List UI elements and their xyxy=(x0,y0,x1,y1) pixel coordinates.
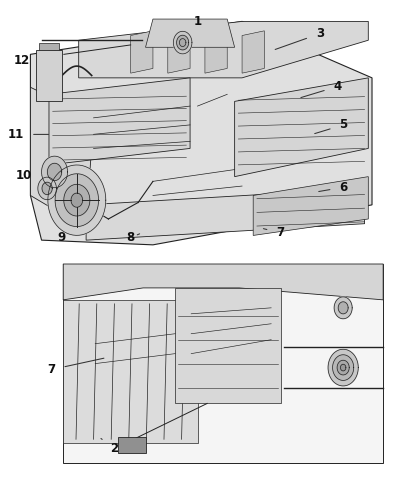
Circle shape xyxy=(48,165,106,235)
Circle shape xyxy=(173,31,192,54)
Text: 7: 7 xyxy=(47,358,104,376)
Circle shape xyxy=(41,156,68,188)
Polygon shape xyxy=(49,78,190,165)
Text: 3: 3 xyxy=(275,27,324,49)
Circle shape xyxy=(337,360,349,375)
Text: 2: 2 xyxy=(101,438,118,456)
Polygon shape xyxy=(79,22,368,78)
Text: 12: 12 xyxy=(13,53,58,67)
Circle shape xyxy=(64,184,90,216)
Polygon shape xyxy=(242,31,264,73)
Polygon shape xyxy=(131,31,153,73)
Polygon shape xyxy=(30,22,372,245)
Polygon shape xyxy=(63,264,383,463)
Text: 7: 7 xyxy=(263,226,284,240)
Circle shape xyxy=(338,302,348,314)
Circle shape xyxy=(47,163,62,180)
Polygon shape xyxy=(235,78,368,177)
Circle shape xyxy=(42,182,52,194)
Text: 10: 10 xyxy=(15,168,58,182)
Polygon shape xyxy=(145,19,235,48)
Polygon shape xyxy=(39,43,59,49)
Text: 8: 8 xyxy=(126,231,139,244)
Text: 6: 6 xyxy=(319,180,348,194)
Circle shape xyxy=(55,174,98,227)
Polygon shape xyxy=(30,87,94,228)
Circle shape xyxy=(177,35,189,50)
Text: 4: 4 xyxy=(301,80,342,97)
Polygon shape xyxy=(86,189,365,240)
Text: 5: 5 xyxy=(315,118,348,133)
Circle shape xyxy=(38,177,56,200)
Polygon shape xyxy=(118,437,147,453)
Circle shape xyxy=(328,349,358,386)
Polygon shape xyxy=(36,49,62,101)
Polygon shape xyxy=(205,31,227,73)
Polygon shape xyxy=(63,300,198,444)
Polygon shape xyxy=(168,31,190,73)
Text: 1: 1 xyxy=(187,15,201,41)
Text: 9: 9 xyxy=(57,231,80,244)
Polygon shape xyxy=(63,264,383,300)
Circle shape xyxy=(340,364,346,371)
Circle shape xyxy=(179,38,186,47)
Text: 11: 11 xyxy=(8,128,49,141)
Circle shape xyxy=(334,297,352,319)
Circle shape xyxy=(333,355,354,381)
Circle shape xyxy=(71,193,83,207)
Polygon shape xyxy=(175,288,281,403)
Polygon shape xyxy=(253,177,368,236)
